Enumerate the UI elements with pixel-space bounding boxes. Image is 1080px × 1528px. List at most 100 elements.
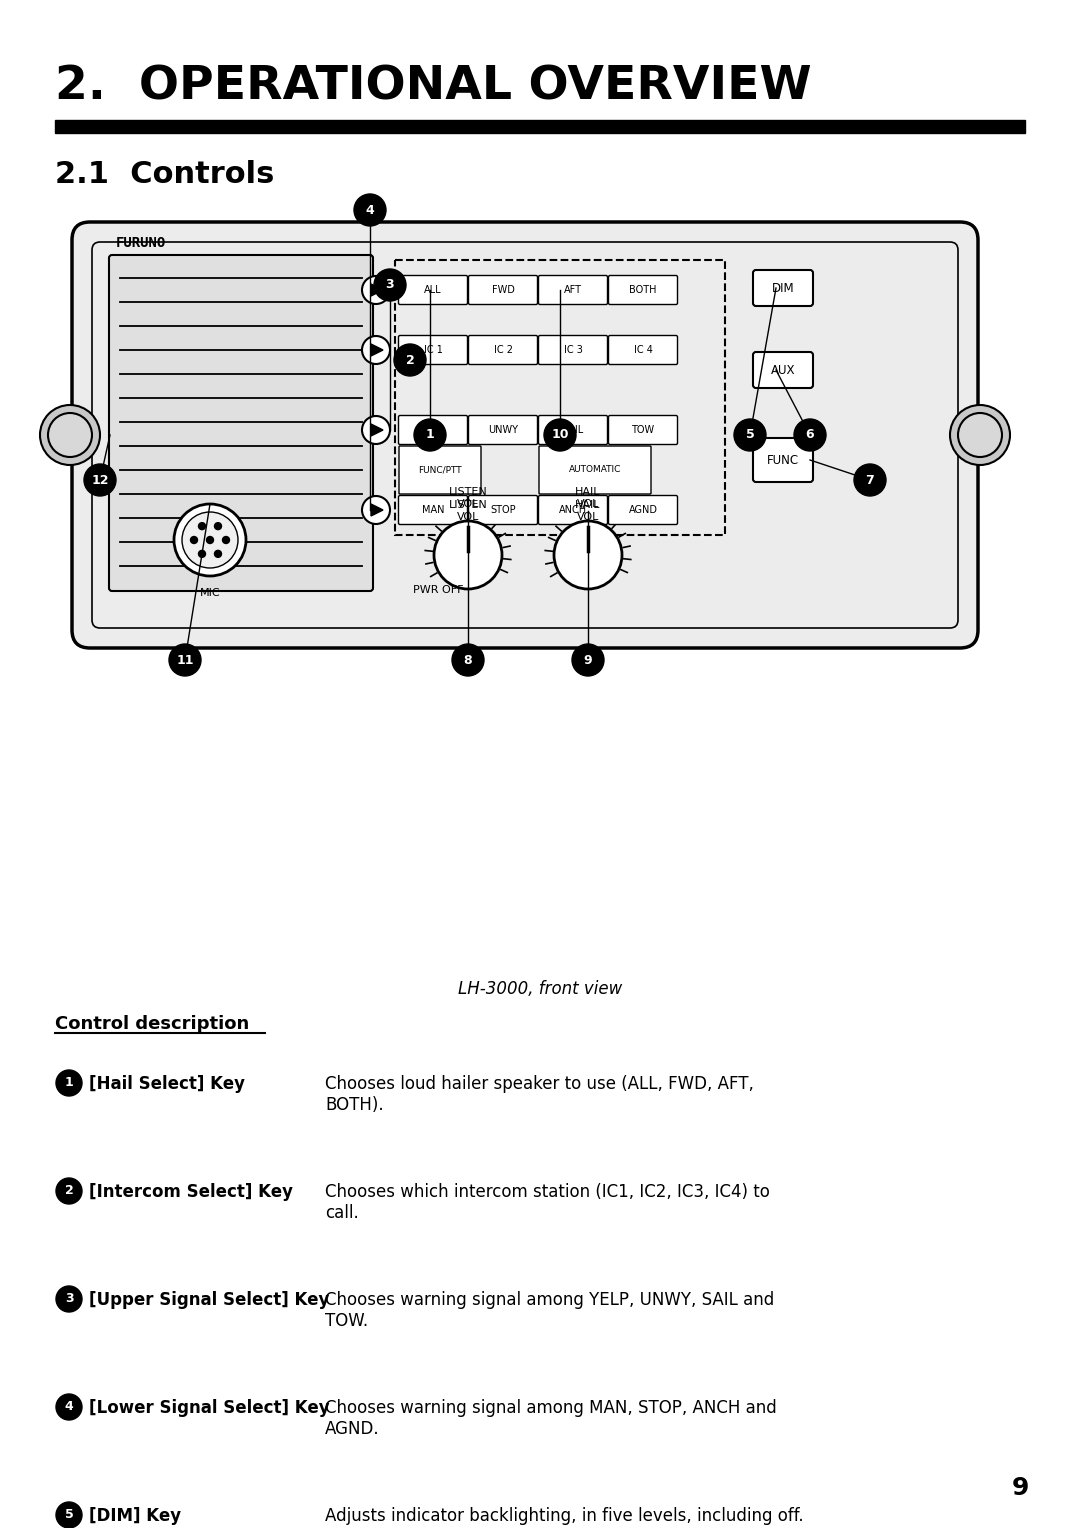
Circle shape	[362, 336, 390, 364]
Bar	[55, 121, 1025, 133]
Text: AGND: AGND	[629, 504, 658, 515]
Circle shape	[183, 512, 238, 568]
Text: 1: 1	[65, 1077, 73, 1089]
Circle shape	[572, 643, 604, 675]
Text: HAIL
VOL: HAIL VOL	[576, 487, 600, 509]
Text: PWR OFF: PWR OFF	[413, 585, 463, 594]
Circle shape	[362, 277, 390, 304]
Text: VOL: VOL	[457, 512, 480, 523]
Text: Adjusts indicator backlighting, in five levels, including off.: Adjusts indicator backlighting, in five …	[325, 1507, 804, 1525]
Circle shape	[794, 419, 826, 451]
Text: ANCH: ANCH	[559, 504, 588, 515]
Circle shape	[362, 497, 390, 524]
Text: AFT: AFT	[564, 286, 582, 295]
Circle shape	[958, 413, 1002, 457]
FancyBboxPatch shape	[469, 495, 538, 524]
Text: 2.  OPERATIONAL OVERVIEW: 2. OPERATIONAL OVERVIEW	[55, 66, 812, 110]
Circle shape	[56, 1070, 82, 1096]
FancyBboxPatch shape	[92, 241, 958, 628]
FancyBboxPatch shape	[753, 351, 813, 388]
Circle shape	[414, 419, 446, 451]
FancyBboxPatch shape	[109, 255, 373, 591]
Circle shape	[48, 413, 92, 457]
Text: BOTH: BOTH	[630, 286, 657, 295]
Text: AUTOMATIC: AUTOMATIC	[569, 466, 621, 475]
Circle shape	[544, 419, 576, 451]
Text: 4: 4	[366, 203, 375, 217]
Text: Chooses loud hailer speaker to use (ALL, FWD, AFT,
BOTH).: Chooses loud hailer speaker to use (ALL,…	[325, 1076, 754, 1114]
FancyBboxPatch shape	[399, 495, 468, 524]
Text: 2.1  Controls: 2.1 Controls	[55, 160, 274, 189]
Bar	[395, 260, 725, 535]
FancyBboxPatch shape	[539, 416, 607, 445]
Text: 1: 1	[426, 428, 434, 442]
Text: YELP: YELP	[421, 425, 445, 435]
Circle shape	[950, 405, 1010, 465]
Polygon shape	[372, 423, 383, 435]
FancyBboxPatch shape	[399, 416, 468, 445]
FancyBboxPatch shape	[539, 336, 607, 365]
Circle shape	[199, 550, 205, 558]
Text: 3: 3	[386, 278, 394, 292]
Text: Control description: Control description	[55, 1015, 249, 1033]
Circle shape	[362, 416, 390, 445]
Circle shape	[453, 643, 484, 675]
FancyBboxPatch shape	[608, 275, 677, 304]
FancyBboxPatch shape	[399, 336, 468, 365]
FancyBboxPatch shape	[399, 446, 481, 494]
Text: 5: 5	[65, 1508, 73, 1522]
Text: STOP: STOP	[490, 504, 516, 515]
Text: LH-3000, front view: LH-3000, front view	[458, 979, 622, 998]
Text: 9: 9	[583, 654, 592, 666]
Circle shape	[168, 643, 201, 675]
Text: Chooses which intercom station (IC1, IC2, IC3, IC4) to
call.: Chooses which intercom station (IC1, IC2…	[325, 1183, 770, 1222]
Text: 2: 2	[65, 1184, 73, 1198]
FancyBboxPatch shape	[469, 416, 538, 445]
Polygon shape	[372, 284, 383, 296]
Text: [Lower Signal Select] Key: [Lower Signal Select] Key	[89, 1400, 329, 1416]
Text: Chooses warning signal among YELP, UNWY, SAIL and
TOW.: Chooses warning signal among YELP, UNWY,…	[325, 1291, 774, 1329]
Text: 7: 7	[866, 474, 875, 486]
Circle shape	[56, 1502, 82, 1528]
FancyBboxPatch shape	[469, 275, 538, 304]
Circle shape	[206, 536, 214, 544]
FancyBboxPatch shape	[399, 275, 468, 304]
FancyBboxPatch shape	[72, 222, 978, 648]
Text: [Upper Signal Select] Key: [Upper Signal Select] Key	[89, 1291, 329, 1309]
Circle shape	[734, 419, 766, 451]
Text: MAN: MAN	[422, 504, 444, 515]
Circle shape	[374, 269, 406, 301]
FancyBboxPatch shape	[608, 495, 677, 524]
Text: 10: 10	[551, 428, 569, 442]
Text: [DIM] Key: [DIM] Key	[89, 1507, 181, 1525]
FancyBboxPatch shape	[469, 336, 538, 365]
Circle shape	[434, 521, 502, 588]
Text: UNWY: UNWY	[488, 425, 518, 435]
Text: TOW: TOW	[632, 425, 654, 435]
FancyBboxPatch shape	[608, 336, 677, 365]
Text: 9: 9	[1011, 1476, 1028, 1500]
Text: IC 1: IC 1	[423, 345, 443, 354]
Circle shape	[394, 344, 426, 376]
Circle shape	[174, 504, 246, 576]
FancyBboxPatch shape	[753, 270, 813, 306]
Text: [Intercom Select] Key: [Intercom Select] Key	[89, 1183, 293, 1201]
Text: 11: 11	[176, 654, 193, 666]
Circle shape	[56, 1394, 82, 1420]
Polygon shape	[372, 504, 383, 516]
Text: 4: 4	[65, 1401, 73, 1413]
Circle shape	[215, 523, 221, 530]
Text: LISTEN
VOL: LISTEN VOL	[448, 487, 487, 509]
Circle shape	[56, 1178, 82, 1204]
FancyBboxPatch shape	[539, 446, 651, 494]
Text: IC 2: IC 2	[494, 345, 513, 354]
Text: SAIL: SAIL	[563, 425, 583, 435]
Circle shape	[222, 536, 229, 544]
FancyBboxPatch shape	[539, 275, 607, 304]
Circle shape	[84, 465, 116, 497]
Text: LISTEN: LISTEN	[448, 500, 487, 510]
Text: 8: 8	[463, 654, 472, 666]
Text: Chooses warning signal among MAN, STOP, ANCH and
AGND.: Chooses warning signal among MAN, STOP, …	[325, 1400, 777, 1438]
FancyBboxPatch shape	[753, 439, 813, 481]
Circle shape	[854, 465, 886, 497]
